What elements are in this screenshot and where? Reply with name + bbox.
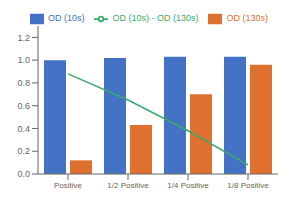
- svg-text:0.2: 0.2: [17, 146, 30, 156]
- svg-text:1/8 Positive: 1/8 Positive: [227, 181, 269, 190]
- svg-text:1.2: 1.2: [17, 33, 30, 43]
- svg-text:0.8: 0.8: [17, 78, 30, 88]
- html-text:OD (130s): OD (130s): [226, 13, 268, 24]
- svg-text:0.6: 0.6: [17, 101, 30, 111]
- html-text:OD (10s): OD (10s): [48, 13, 85, 24]
- svg-text:0.4: 0.4: [17, 124, 30, 134]
- svg-text:Positive: Positive: [54, 181, 83, 190]
- svg-text:1/2 Positive: 1/2 Positive: [107, 181, 149, 190]
- svg-text:1/4 Positive: 1/4 Positive: [167, 181, 209, 190]
- svg-text:1.0: 1.0: [17, 55, 30, 65]
- svg-text:0.0: 0.0: [17, 169, 30, 179]
- html-text:OD (10s) - OD (130s): OD (10s) - OD (130s): [112, 13, 199, 24]
